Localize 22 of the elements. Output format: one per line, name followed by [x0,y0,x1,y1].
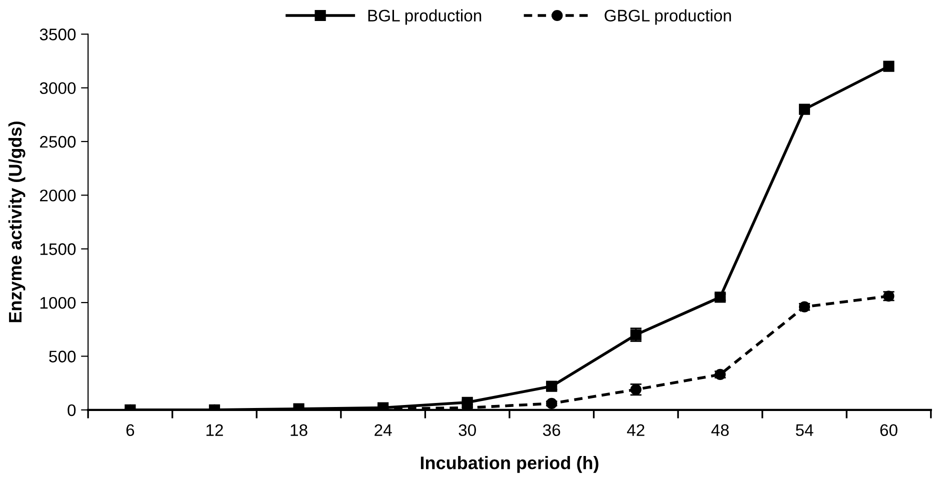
y-tick-label: 2500 [40,136,76,148]
y-tick-label: 1500 [40,243,76,256]
x-tick-label: 24 [374,424,392,436]
y-tick-label: 3000 [40,82,76,94]
x-tick-label: 6 [126,424,134,436]
y-axis-title: Enzyme activity (U/gds) [8,122,26,322]
x-axis-title: Incubation period (h) [420,456,598,473]
x-tick-label: 48 [711,424,729,436]
legend-label: GBGL production [604,9,731,25]
x-tick-label: 42 [627,424,644,436]
x-tick-label: 54 [796,424,814,436]
x-tick-label: 60 [880,424,898,436]
x-tick-label: 36 [542,424,560,436]
y-tick-label: 3500 [40,28,76,40]
legend-label: BGL production [368,9,482,25]
x-tick-label: 18 [290,424,308,436]
y-tick-label: 1000 [40,296,76,309]
x-tick-label: 30 [458,424,476,436]
y-tick-label: 2000 [40,190,76,202]
y-tick-label: 0 [68,404,76,416]
x-tick-label: 12 [206,424,223,436]
y-tick-label: 500 [49,350,76,362]
